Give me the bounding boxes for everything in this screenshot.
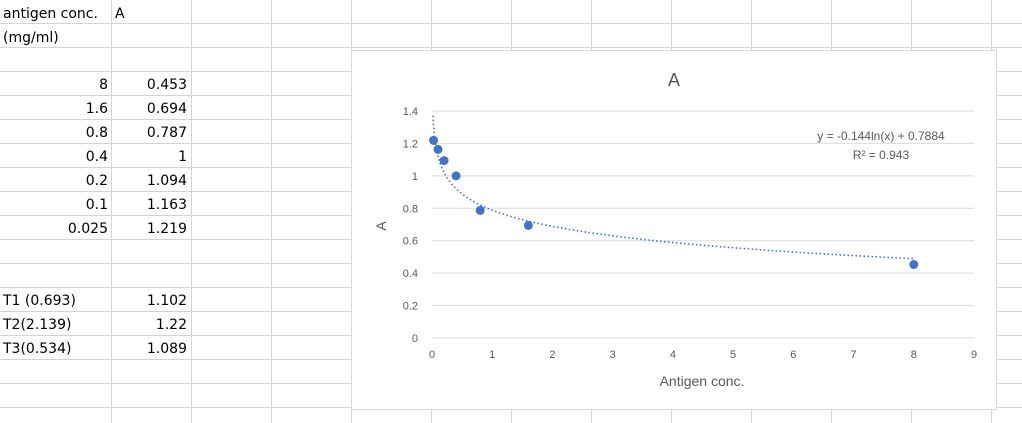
data-point bbox=[523, 220, 533, 230]
y-tick-label: 0.6 bbox=[403, 236, 418, 248]
cell-conc[interactable]: 1.6 bbox=[85, 101, 108, 117]
header-conc-label: antigen conc. bbox=[3, 6, 98, 22]
header-conc-unit: (mg/ml) bbox=[3, 30, 59, 46]
data-points bbox=[429, 135, 919, 270]
cell-conc[interactable]: 0.025 bbox=[67, 221, 108, 237]
y-axis-label: A bbox=[373, 221, 389, 231]
cell-test-label[interactable]: T1 (0.693) bbox=[3, 293, 76, 309]
cell-absorbance[interactable]: 1 bbox=[178, 149, 187, 165]
y-tick-label: 0.8 bbox=[403, 203, 418, 215]
cell-test-absorbance[interactable]: 1.22 bbox=[155, 317, 187, 333]
data-point bbox=[433, 144, 443, 154]
cell-test-absorbance[interactable]: 1.102 bbox=[146, 293, 187, 309]
cell-absorbance[interactable]: 1.094 bbox=[146, 173, 187, 189]
x-tick-label: 1 bbox=[489, 349, 495, 361]
x-tick-label: 9 bbox=[971, 349, 977, 361]
data-point bbox=[475, 205, 485, 215]
x-tick-label: 7 bbox=[850, 349, 856, 361]
data-point bbox=[429, 135, 439, 145]
cell-absorbance[interactable]: 0.694 bbox=[146, 101, 187, 117]
cell-test-absorbance[interactable]: 1.089 bbox=[146, 341, 187, 357]
cell-absorbance[interactable]: 1.163 bbox=[146, 197, 187, 213]
x-tick-labels: 0 1 2 3 4 5 6 7 8 9 bbox=[429, 349, 977, 361]
cell-conc[interactable]: 0.4 bbox=[85, 149, 108, 165]
grid-row-line bbox=[0, 23, 1022, 24]
chart-gridlines bbox=[432, 110, 974, 339]
cell-conc[interactable]: 0.2 bbox=[85, 173, 108, 189]
cell-header-conc-unit[interactable]: (mg/ml) bbox=[3, 26, 111, 50]
r-squared-label: R² = 0.943 bbox=[853, 148, 910, 162]
chart-svg: A 0 0.2 0.4 0.6 0.8 1 1.2 1.4 0 1 2 3 4 5 6 7 8 9 Antige… bbox=[373, 70, 977, 389]
grid-column-line bbox=[191, 0, 192, 423]
cell-conc[interactable]: 0.8 bbox=[85, 125, 108, 141]
y-tick-label: 1.4 bbox=[403, 106, 418, 118]
grid-column-line bbox=[111, 0, 112, 423]
cell-conc[interactable]: 8 bbox=[99, 77, 108, 93]
y-tick-label: 1 bbox=[412, 171, 418, 183]
scatter-chart[interactable]: A 0 0.2 0.4 0.6 0.8 1 1.2 1.4 0 1 2 3 4 5 6 7 8 9 Antige… bbox=[351, 50, 997, 410]
x-axis-label: Antigen conc. bbox=[660, 373, 745, 389]
cell-test-label[interactable]: T2(2.139) bbox=[3, 317, 72, 333]
y-tick-labels: 0 0.2 0.4 0.6 0.8 1 1.2 1.4 bbox=[403, 106, 418, 345]
x-tick-label: 8 bbox=[911, 349, 917, 361]
x-tick-label: 4 bbox=[670, 349, 676, 361]
log-trendline bbox=[432, 115, 914, 260]
cell-test-label[interactable]: T3(0.534) bbox=[3, 341, 72, 357]
cell-header-conc[interactable]: antigen conc. bbox=[3, 2, 111, 26]
x-tick-label: 0 bbox=[429, 349, 435, 361]
trendline-equation: y = -0.144ln(x) + 0.7884 bbox=[817, 129, 945, 143]
cell-absorbance[interactable]: 0.787 bbox=[146, 125, 187, 141]
grid-column-line bbox=[271, 0, 272, 423]
y-tick-label: 0 bbox=[412, 333, 418, 345]
data-point bbox=[439, 156, 449, 166]
y-tick-label: 0.2 bbox=[403, 301, 418, 313]
cell-absorbance[interactable]: 0.453 bbox=[146, 77, 187, 93]
cell-header-a[interactable]: A bbox=[115, 2, 187, 26]
y-tick-label: 1.2 bbox=[403, 138, 418, 150]
x-tick-label: 5 bbox=[730, 349, 736, 361]
data-point bbox=[909, 260, 919, 270]
chart-title: A bbox=[668, 70, 680, 90]
cell-absorbance[interactable]: 1.219 bbox=[146, 221, 187, 237]
cell-conc[interactable]: 0.1 bbox=[85, 197, 108, 213]
x-tick-label: 2 bbox=[549, 349, 555, 361]
data-point bbox=[451, 171, 461, 181]
grid-row-line bbox=[0, 47, 1022, 48]
y-tick-label: 0.4 bbox=[403, 268, 418, 280]
x-tick-label: 6 bbox=[790, 349, 796, 361]
header-a-label: A bbox=[115, 6, 125, 22]
x-tick-label: 3 bbox=[610, 349, 616, 361]
